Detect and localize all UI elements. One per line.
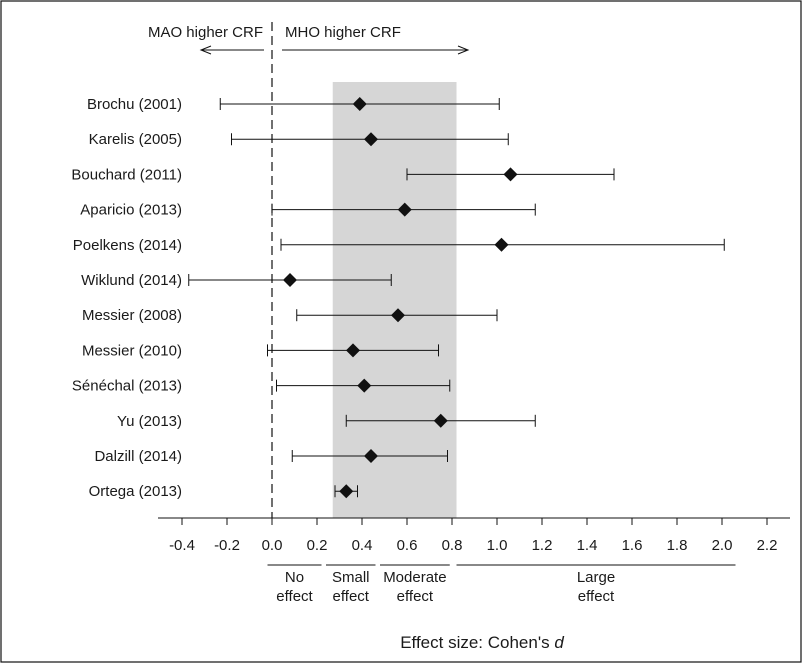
x-tick-label: 0.2 (307, 537, 328, 554)
study-row: Dalzill (2014) (94, 448, 448, 465)
study-label: Aparicio (2013) (80, 202, 182, 219)
effect-size-diamond (494, 237, 509, 252)
study-row: Aparicio (2013) (80, 202, 536, 219)
study-label: Yu (2013) (117, 413, 182, 430)
study-label: Bouchard (2011) (71, 166, 182, 183)
study-label: Wiklund (2014) (81, 272, 182, 289)
effect-size-diamond (364, 449, 378, 463)
effect-size-diamond (391, 308, 405, 323)
x-tick-label: 2.2 (757, 537, 778, 554)
arrow-left-label: MAO higher CRF (148, 24, 263, 41)
moderate-effect-shading (332, 82, 457, 518)
effect-categories: No effect Small effect Moderate effect Large ef… (267, 564, 736, 605)
x-tick-label: -0.2 (214, 537, 240, 554)
x-axis-label-italic: d (554, 633, 564, 652)
effect-size-diamond (339, 484, 354, 499)
effect-category-label-line2: effect (397, 588, 434, 605)
x-tick-label: 0.4 (352, 537, 373, 554)
study-label: Sénéchal (2013) (72, 378, 182, 395)
effect-category-label-line2: effect (333, 588, 370, 605)
x-axis-label-text: Effect size: Cohen's (400, 633, 549, 652)
effect-size-diamond (357, 378, 372, 393)
effect-category-label-line1: No (285, 569, 304, 586)
x-axis-ticks: -0.4 -0.2 0.0 0.2 0.4 0.6 0.8 1.0 1.2 1.4 1.6 1.8 2.… (169, 518, 777, 554)
study-label: Dalzill (2014) (94, 448, 182, 465)
effect-size-diamond (352, 97, 367, 111)
x-tick-label: 1.8 (667, 537, 688, 554)
study-label: Messier (2010) (82, 342, 182, 359)
study-row: Bouchard (2011) (71, 166, 615, 183)
effect-size-diamond (346, 343, 360, 358)
study-label: Karelis (2005) (89, 131, 182, 148)
study-row: Messier (2010) (82, 342, 439, 359)
effect-size-diamond (364, 132, 378, 147)
x-tick-label: 0.8 (442, 537, 463, 554)
x-tick-label: -0.4 (169, 537, 195, 554)
study-row: Messier (2008) (82, 307, 498, 324)
effect-category-label-line1: Moderate (383, 569, 446, 586)
study-row: Poelkens (2014) (73, 237, 725, 254)
study-row: Brochu (2001) (87, 96, 500, 113)
effect-category-label-line2: effect (276, 588, 313, 605)
study-row: Sénéchal (2013) (72, 378, 451, 395)
study-label: Messier (2008) (82, 307, 182, 324)
x-tick-label: 0.0 (262, 537, 283, 554)
effect-size-diamond (397, 202, 412, 217)
x-tick-label: 0.6 (397, 537, 418, 554)
effect-size-diamond (503, 167, 518, 182)
study-label: Poelkens (2014) (73, 237, 182, 254)
study-label: Brochu (2001) (87, 96, 182, 113)
effect-category-label-line2: effect (578, 588, 615, 605)
x-tick-label: 1.6 (622, 537, 643, 554)
x-tick-label: 2.0 (712, 537, 733, 554)
study-row: Karelis (2005) (89, 131, 509, 148)
arrow-left-head-icon (199, 45, 212, 55)
effect-size-diamond (283, 273, 297, 287)
effect-size-diamond (433, 413, 448, 428)
study-row: Wiklund (2014) (81, 272, 392, 289)
study-row: Yu (2013) (117, 413, 536, 430)
arrow-right-head-icon (457, 45, 470, 55)
effect-category-label-line1: Small (332, 569, 370, 586)
arrow-right-label: MHO higher CRF (285, 24, 401, 41)
study-rows: Brochu (2001) Karelis (2005) Bouchard (201… (71, 96, 725, 500)
effect-category-label-line1: Large (577, 569, 615, 586)
x-axis-label: Effect size: Cohen's d (400, 633, 564, 652)
study-row: Ortega (2013) (89, 483, 358, 500)
x-tick-label: 1.4 (577, 537, 598, 554)
x-tick-label: 1.2 (532, 537, 553, 554)
x-tick-label: 1.0 (487, 537, 508, 554)
study-label: Ortega (2013) (89, 483, 182, 500)
